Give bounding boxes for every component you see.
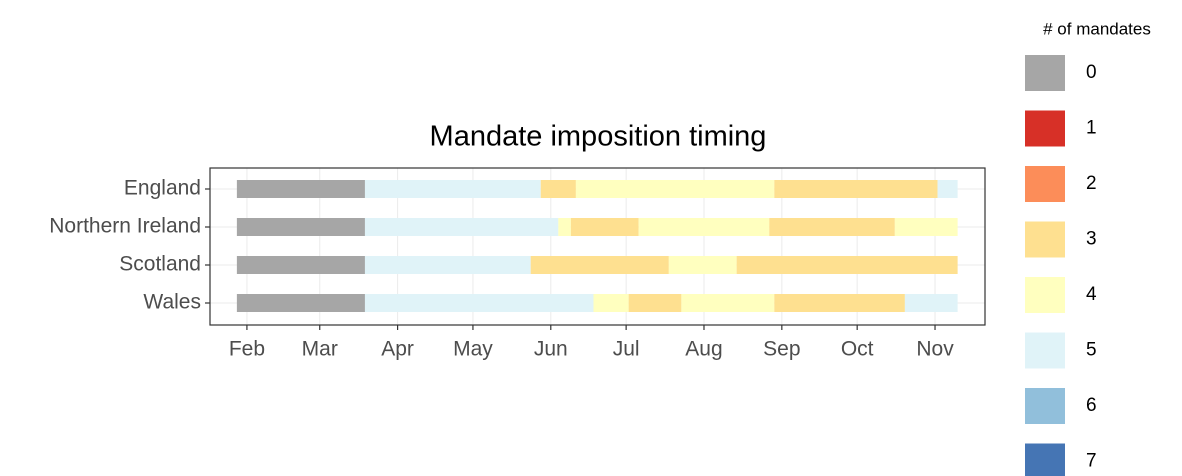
segment xyxy=(575,180,775,198)
segment xyxy=(904,294,958,312)
legend-key xyxy=(1025,166,1065,202)
segment xyxy=(236,180,365,198)
legend-label: 2 xyxy=(1086,173,1097,194)
chart-title: Mandate imposition timing xyxy=(430,121,767,153)
legend-key xyxy=(1025,110,1065,147)
segment xyxy=(364,256,531,274)
segment xyxy=(364,294,594,312)
x-tick-label: Nov xyxy=(916,338,954,361)
segment xyxy=(628,294,682,312)
segment xyxy=(236,256,365,274)
segment xyxy=(364,180,541,198)
segment xyxy=(774,294,905,312)
legend-label: 1 xyxy=(1086,118,1097,139)
x-tick-label: Sep xyxy=(763,338,800,361)
segment xyxy=(774,180,938,198)
segment xyxy=(668,256,737,274)
x-tick-label: Apr xyxy=(381,338,414,361)
legend-title: # of mandates xyxy=(1043,19,1151,38)
x-tick-label: Oct xyxy=(841,338,874,361)
legend-key xyxy=(1025,277,1065,313)
x-tick-label: Aug xyxy=(685,338,722,361)
segment xyxy=(593,294,629,312)
y-tick-label: Wales xyxy=(143,291,201,314)
y-tick-label: England xyxy=(124,177,201,200)
segment xyxy=(364,218,559,236)
x-tick-label: Jul xyxy=(613,338,640,361)
segment xyxy=(736,256,958,274)
legend-key xyxy=(1025,221,1065,258)
segment xyxy=(638,218,770,236)
segment xyxy=(894,218,958,236)
legend-label: 0 xyxy=(1086,62,1097,83)
segment xyxy=(236,218,365,236)
y-tick-label: Scotland xyxy=(119,253,201,276)
legend-label: 3 xyxy=(1086,229,1097,250)
legend-key xyxy=(1025,55,1065,91)
legend-key xyxy=(1025,388,1065,424)
segment xyxy=(769,218,895,236)
legend-label: 4 xyxy=(1086,284,1097,305)
legend-key xyxy=(1025,332,1065,369)
plot-border xyxy=(209,167,986,326)
legend-key xyxy=(1025,443,1065,476)
segment xyxy=(681,294,775,312)
x-tick-label: Mar xyxy=(302,338,338,361)
legend-label: 6 xyxy=(1086,395,1097,416)
segment xyxy=(530,256,669,274)
legend-label: 7 xyxy=(1086,451,1097,472)
segment xyxy=(570,218,639,236)
segment xyxy=(937,180,958,198)
x-tick-label: May xyxy=(453,338,493,361)
y-tick-label: Northern Ireland xyxy=(49,215,201,238)
x-tick-label: Jun xyxy=(534,338,568,361)
segment xyxy=(540,180,576,198)
segment xyxy=(236,294,365,312)
legend-label: 5 xyxy=(1086,340,1097,361)
segment xyxy=(558,218,571,236)
x-tick-label: Feb xyxy=(229,338,265,361)
